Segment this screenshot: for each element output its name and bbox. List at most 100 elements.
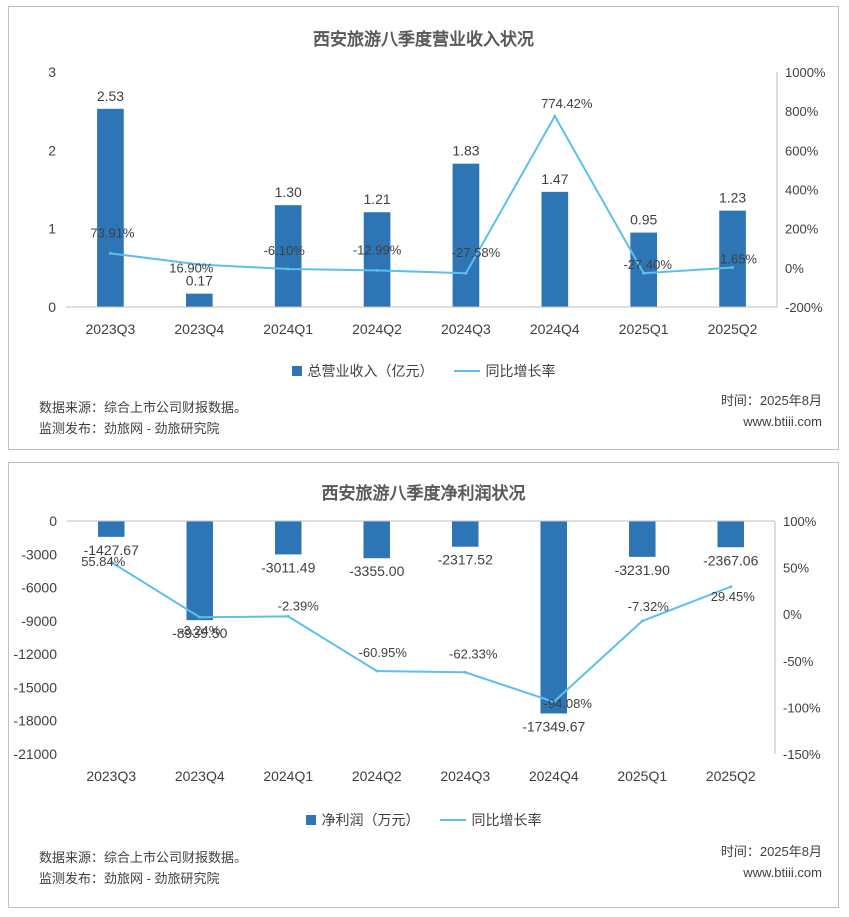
legend-bar-swatch	[291, 366, 302, 376]
bar-value-label: -3011.49	[261, 559, 315, 575]
legend-line-swatch	[453, 370, 480, 372]
growth-rate-label: -2.39%	[278, 598, 320, 613]
growth-rate-point	[553, 114, 557, 118]
bar-value-label: 1.21	[363, 191, 390, 207]
growth-rate-label: 16.90%	[169, 261, 214, 276]
net-profit-chart-panel: 西安旅游八季度净利润状况 0 -3000 -6000 -9000 -12000 -1500…	[8, 462, 839, 908]
legend-label-net-profit: 净利润（万元）	[321, 812, 420, 828]
growth-rate-point	[375, 669, 379, 673]
growth-rate-point	[642, 271, 646, 275]
right-axis-tick-label: 600%	[785, 143, 819, 158]
right-axis-tick-label: -50%	[783, 654, 814, 669]
legend-label-revenue: 总营业收入（亿元）	[307, 363, 434, 379]
growth-rate-point	[375, 268, 379, 272]
category-label: 2023Q4	[174, 321, 224, 337]
chart-title: 西安旅游八季度营业收入状况	[313, 30, 534, 49]
growth-rate-point	[108, 251, 112, 255]
growth-rate-point	[552, 700, 556, 704]
category-label: 2025Q1	[617, 768, 667, 784]
legend-item-growth: 同比增长率	[439, 810, 542, 830]
growth-rate-label: 774.42%	[541, 96, 593, 111]
category-label: 2024Q4	[529, 768, 579, 784]
time-text: 时间：2025年8月	[720, 393, 822, 408]
category-label: 2024Q1	[263, 768, 313, 784]
left-axis-tick-label: -3000	[21, 546, 57, 562]
growth-rate-point	[731, 266, 735, 270]
growth-rate-line	[110, 561, 732, 704]
legend-bar-swatch	[305, 815, 316, 825]
bar	[719, 210, 746, 307]
bar	[363, 212, 391, 307]
growth-rate-point	[464, 271, 468, 275]
right-axis-tick-label: -150%	[783, 747, 821, 762]
growth-rate-point	[286, 267, 290, 271]
footer-time-block: 时间：2025年8月 www.btiii.com	[721, 390, 822, 432]
bar-value-label: 1.23	[719, 190, 746, 206]
growth-rate-point	[463, 670, 467, 674]
growth-rate-label: -12.99%	[353, 242, 402, 257]
bar-value-label: 1.47	[541, 171, 568, 187]
bar	[717, 521, 745, 548]
bar	[541, 191, 569, 307]
bar	[97, 108, 124, 307]
bar	[630, 232, 658, 307]
category-label: 2023Q4	[175, 768, 225, 784]
left-axis-tick-label: -21000	[13, 746, 57, 762]
legend-line-swatch	[439, 819, 466, 821]
left-axis-tick-label: 0	[48, 299, 56, 315]
growth-rate-label: 55.84%	[81, 554, 126, 569]
bar-value-label: -3355.00	[349, 563, 404, 579]
site-text: www.btiii.com	[743, 414, 822, 429]
data-source-text: 数据来源：综合上市公司财报数据。	[39, 850, 248, 865]
category-label: 2025Q2	[708, 321, 758, 337]
growth-rate-label: -6.10%	[264, 243, 306, 258]
legend-item-growth: 同比增长率	[453, 361, 556, 381]
footer-time-block: 时间：2025年8月 www.btiii.com	[721, 841, 822, 883]
growth-rate-point	[109, 560, 113, 564]
bar-value-label: 1.83	[452, 143, 479, 159]
bar	[185, 293, 213, 307]
growth-rate-label: -60.95%	[359, 645, 408, 660]
bar	[363, 521, 391, 559]
left-axis-tick-label: -12000	[13, 646, 57, 662]
category-label: 2024Q2	[352, 321, 402, 337]
legend-label-growth: 同比增长率	[471, 812, 542, 828]
left-axis-tick-label: 3	[48, 64, 56, 80]
bar-value-label: 0.17	[186, 273, 213, 289]
growth-rate-line	[110, 114, 733, 275]
growth-rate-label: 29.45%	[711, 589, 756, 604]
legend-item-revenue: 总营业收入（亿元）	[291, 361, 434, 381]
bar	[452, 163, 480, 307]
category-label: 2024Q2	[352, 768, 402, 784]
bar	[451, 521, 479, 547]
left-axis-tick-label: -9000	[21, 613, 57, 629]
growth-rate-label: -7.32%	[628, 599, 670, 614]
category-label: 2024Q3	[440, 768, 490, 784]
growth-rate-label: -27.58%	[452, 245, 501, 260]
chart-title: 西安旅游八季度净利润状况	[321, 484, 526, 503]
data-source-text: 数据来源：综合上市公司财报数据。	[39, 400, 248, 415]
growth-rate-label: -27.40%	[623, 257, 672, 272]
growth-rate-point	[286, 614, 290, 618]
growth-rate-point	[198, 615, 202, 619]
category-label: 2023Q3	[86, 768, 136, 784]
growth-rate-point	[640, 619, 644, 623]
bar-value-label: -2367.06	[703, 552, 758, 568]
legend: 净利润（万元） 同比增长率	[9, 810, 838, 830]
bar	[274, 521, 302, 555]
bar-value-label: -8939.50	[172, 625, 227, 641]
site-text: www.btiii.com	[743, 865, 822, 880]
category-label: 2024Q1	[263, 321, 313, 337]
legend-item-net-profit: 净利润（万元）	[305, 810, 420, 830]
bar-value-label: -17349.67	[522, 718, 585, 734]
right-axis-tick-label: 50%	[783, 561, 809, 576]
revenue-chart-plot: 0 1 2 3 -200% 0% 200% 400% 600% 800% 1000% 2.53 0.17…	[48, 64, 826, 337]
footer-source-block: 数据来源：综合上市公司财报数据。 监测发布：劲旅网 - 劲旅研究院	[39, 397, 247, 439]
net-profit-chart-plot: 0 -3000 -6000 -9000 -12000 -15000 -18000 -21000…	[13, 513, 821, 784]
right-axis-tick-label: 0%	[783, 607, 802, 622]
bar-value-label: -3231.90	[615, 562, 670, 578]
growth-rate-label: -62.33%	[449, 646, 498, 661]
bar-value-label: -1427.67	[84, 542, 139, 558]
left-axis-tick-label: -18000	[13, 713, 57, 729]
right-axis-tick-label: 400%	[785, 183, 819, 198]
